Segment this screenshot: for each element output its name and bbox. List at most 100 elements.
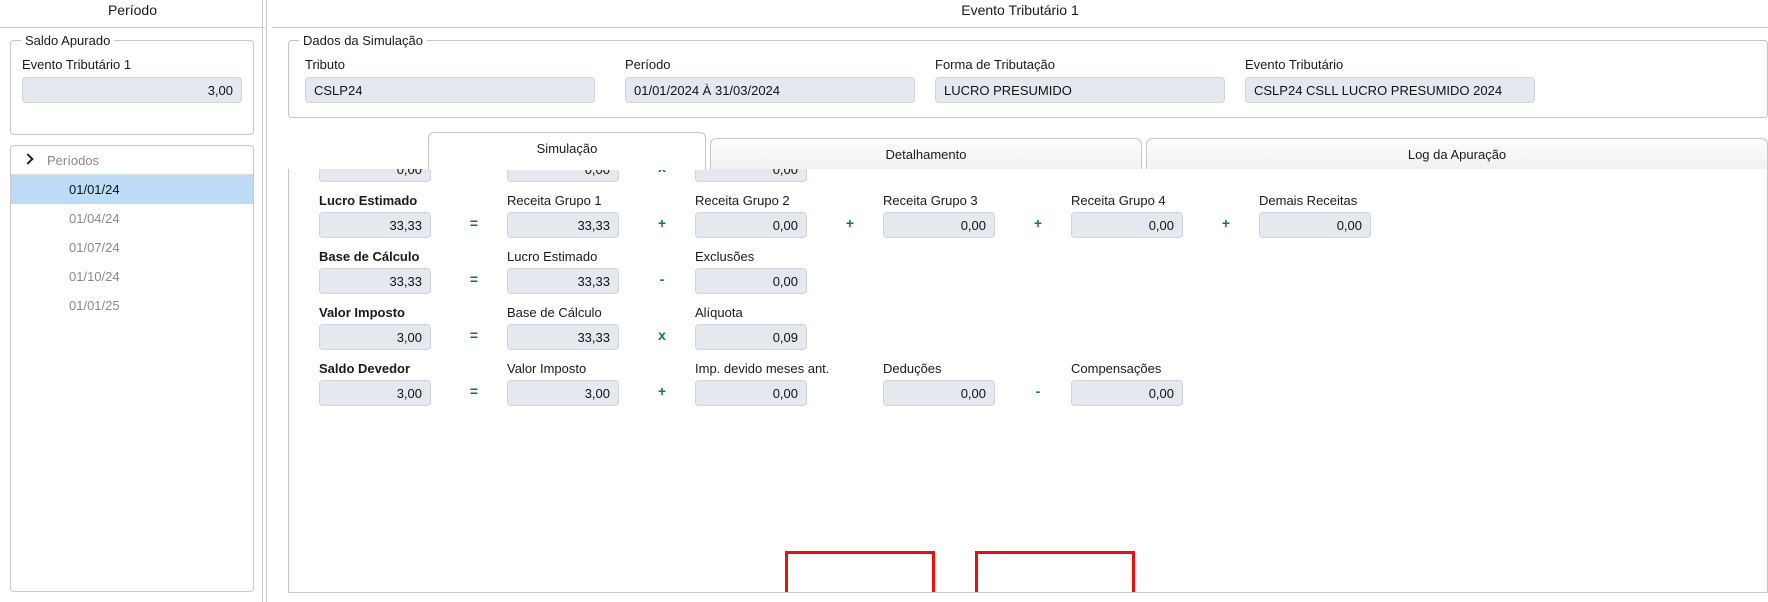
calc-cell-value[interactable] [695,169,807,182]
calc-cell: Receita Grupo 2 [695,193,807,238]
panel-divider [0,27,265,28]
calc-cell: Base de Cálculo [507,305,619,350]
calc-cell: Lucro Estimado [507,249,619,294]
calc-row-valor-imposto: Valor Imposto Base de Cálculo Alíquota = x [289,305,1767,361]
evento-tributario-1-label: Evento Tributário 1 [22,57,132,72]
calc-cell-value[interactable] [1259,212,1371,238]
calc-cell: Base de Cálculo [319,249,431,294]
calc-row-saldo-devedor: Saldo Devedor Valor Imposto Imp. devido me… [289,361,1767,417]
calc-row-base-de-calculo: Base de Cálculo Lucro Estimado Exclusões = - [289,249,1767,305]
calc-cell-value[interactable] [1071,380,1183,406]
tree-item-periodo[interactable]: 01/04/24 [69,211,120,226]
calc-row-lucro-estimado: Lucro Estimado Receita Grupo 1 Receita Gru… [289,193,1767,249]
calc-cell: Deduções [883,361,995,406]
dados-field: Período [625,57,915,103]
dados-field: Forma de Tributação [935,57,1225,103]
calc-cell-value[interactable] [319,380,431,406]
calc-cell-value[interactable] [695,380,807,406]
dados-field-input[interactable] [935,77,1225,103]
calc-cell-label: Lucro Estimado [507,249,598,264]
calc-cell-value[interactable] [883,212,995,238]
calc-cell-value[interactable] [319,324,431,350]
operator-symbol: = [467,169,481,175]
calc-cell-value[interactable] [695,324,807,350]
tabstrip: Simulação Detalhamento Log da Apuração [288,132,1768,170]
periodos-tree-header-label: Períodos [47,152,100,168]
operator-symbol: + [845,215,855,231]
tab-log-da-apura-o[interactable]: Log da Apuração [1146,138,1768,170]
calc-cell: Lucro Estimado [319,193,431,238]
calc-cell: Exclusões [695,249,807,294]
operator-symbol: + [657,383,667,399]
dados-da-simulacao-group: Dados da Simulação Tributo Período Forma d… [288,33,1768,118]
calc-cell-label: Receita Grupo 3 [883,193,978,208]
calc-cell-value[interactable] [319,169,431,182]
dados-da-simulacao-legend: Dados da Simulação [299,33,427,48]
tab-detalhamento[interactable]: Detalhamento [710,138,1142,170]
calc-row-receita-grupo-4: Receita Grupo 4 Receita Alíquota 4 % Estim… [289,169,1767,193]
calc-cell-value[interactable] [507,324,619,350]
operator-symbol: x [655,169,669,175]
periodos-tree-header[interactable]: Períodos [11,146,253,175]
calc-cell-label: Saldo Devedor [319,361,411,376]
calc-cell: Valor Imposto [319,305,431,350]
calc-cell-label: Compensações [1071,361,1162,376]
operator-symbol: + [1033,215,1043,231]
title-divider [272,27,1768,28]
page-title: Evento Tributário 1 [961,2,1079,18]
operator-symbol: = [469,383,479,399]
operator-symbol: = [469,271,479,287]
calc-cell: Receita Grupo 4 [319,169,431,182]
calc-cell-label: Valor Imposto [319,305,405,320]
panel-separator-2 [266,0,267,602]
calc-cell-value[interactable] [695,268,807,294]
saldo-apurado-group: Saldo Apurado Evento Tributário 1 [10,33,254,135]
tree-item-periodo[interactable]: 01/07/24 [69,240,120,255]
dados-field-input[interactable] [625,77,915,103]
calc-cell: Compensações [1071,361,1183,406]
panel-separator-1 [262,0,263,602]
calc-cell-label: Receita Grupo 2 [695,193,790,208]
calc-cell-value[interactable] [883,380,995,406]
evento-tributario-1-value[interactable] [22,77,242,103]
calc-cell: Saldo Devedor [319,361,431,406]
evento-tributario-panel: Evento Tributário 1 Dados da Simulação T… [272,0,1768,602]
calc-cell-value[interactable] [507,268,619,294]
calc-cell-value[interactable] [507,212,619,238]
periodo-panel-title: Período [107,2,158,18]
calc-cell-value[interactable] [507,169,619,182]
calc-cell-value[interactable] [319,212,431,238]
operator-symbol: - [659,271,665,287]
calc-cell-label: Receita Grupo 1 [507,193,602,208]
periodo-panel: Período Saldo Apurado Evento Tributário … [0,0,267,602]
calc-cell-label: Imp. devido meses ant. [695,361,830,376]
calc-cell-label: Alíquota [695,305,743,320]
operator-symbol: - [1035,383,1041,399]
calc-cell-label: Lucro Estimado [319,193,418,208]
calc-cell-value[interactable] [695,212,807,238]
dados-field-label: Tributo [305,57,345,72]
dados-field-input[interactable] [1245,77,1535,103]
dados-field-label: Forma de Tributação [935,57,1055,72]
dados-field-label: Evento Tributário [1245,57,1344,72]
simulacao-tab-panel: Receita Grupo 4 Receita Alíquota 4 % Estim… [288,169,1768,593]
tree-item-periodo[interactable]: 01/01/25 [69,298,120,313]
tree-item-periodo[interactable]: 01/01/24 [11,175,253,204]
calc-cell-value[interactable] [319,268,431,294]
calc-cell-value[interactable] [507,380,619,406]
calc-cell-value[interactable] [1071,212,1183,238]
calc-cell: Imp. devido meses ant. [695,361,829,406]
chevron-right-icon[interactable] [21,152,37,168]
calc-cell-label: Receita Grupo 4 [1071,193,1166,208]
tree-item-periodo[interactable]: 01/10/24 [69,269,120,284]
saldo-apurado-legend: Saldo Apurado [21,33,115,48]
highlight-imp-devido-meses-ant [975,551,1135,592]
calc-cell-label: Base de Cálculo [319,249,420,264]
dados-field-input[interactable] [305,77,595,103]
dados-field: Tributo [305,57,595,103]
calc-cell-label: Base de Cálculo [507,305,602,320]
tab-simula-o[interactable]: Simulação [428,132,706,170]
calc-cell: Alíquota [695,305,807,350]
periodos-tree[interactable]: Períodos 01/01/24 01/04/24 01/07/24 01/10/2… [10,145,254,592]
